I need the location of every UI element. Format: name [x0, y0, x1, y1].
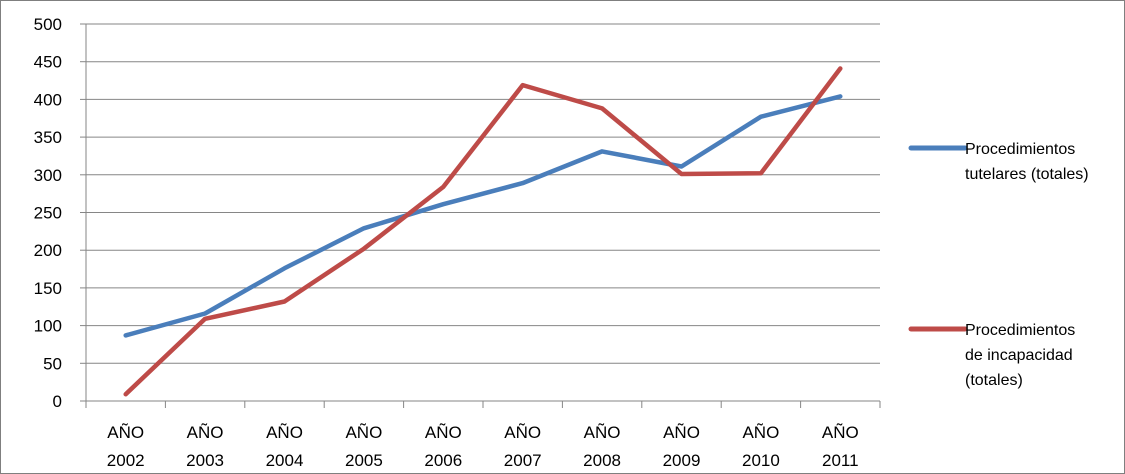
data-point: [600, 149, 604, 153]
data-point: [521, 181, 525, 185]
data-point: [362, 226, 366, 230]
x-tick-label: 2002: [107, 451, 145, 470]
data-point: [521, 83, 525, 87]
data-point: [679, 164, 683, 168]
x-tick-label: AÑO: [425, 423, 462, 442]
data-point: [203, 317, 207, 321]
series-line-1: [123, 94, 843, 338]
axes: [80, 23, 881, 408]
data-point: [441, 202, 445, 206]
data-point: [124, 392, 128, 396]
y-axis-tick-labels: 0 50 100 150 200 250 300 350 400 450 500: [34, 15, 62, 411]
x-axis-tick-labels: AÑO 2002 AÑO 2003 AÑO 2004 AÑO 2005 AÑO 2006 AÑO 20…: [107, 423, 859, 470]
y-tick-label: 0: [53, 392, 62, 411]
data-point: [600, 106, 604, 110]
data-point: [282, 266, 286, 270]
legend-label: tutelares (totales): [965, 166, 1089, 183]
x-tick-label: 2007: [504, 451, 542, 470]
data-point: [838, 94, 842, 98]
data-point: [679, 172, 683, 176]
data-point: [838, 66, 842, 70]
x-tick-label: 2009: [663, 451, 701, 470]
data-point: [441, 185, 445, 189]
y-tick-label: 200: [34, 241, 62, 260]
x-tick-label: 2005: [345, 451, 383, 470]
legend-label: de incapacidad: [965, 347, 1073, 364]
data-point: [124, 333, 128, 337]
y-tick-label: 350: [34, 128, 62, 147]
x-tick-label: 2011: [822, 451, 859, 470]
x-tick-label: 2010: [742, 451, 780, 470]
legend-label: Procedimientos: [965, 141, 1075, 158]
y-tick-label: 450: [34, 53, 62, 72]
data-point: [362, 246, 366, 250]
legend: Procedimientos tutelares (totales) Procedi…: [908, 141, 1089, 389]
y-tick-label: 300: [34, 166, 62, 185]
y-tick-label: 500: [34, 15, 62, 34]
x-tick-label: AÑO: [584, 423, 621, 442]
series-lines: [123, 66, 843, 397]
data-point: [282, 299, 286, 303]
data-point: [759, 115, 763, 119]
y-tick-label: 250: [34, 204, 62, 223]
x-tick-label: 2004: [266, 451, 304, 470]
x-tick-label: AÑO: [266, 423, 303, 442]
x-tick-label: 2003: [186, 451, 224, 470]
x-tick-label: AÑO: [345, 423, 382, 442]
y-tick-label: 100: [34, 317, 62, 336]
y-tick-label: 150: [34, 279, 62, 298]
y-tick-label: 400: [34, 90, 62, 109]
y-tick-label: 50: [43, 354, 62, 373]
x-tick-label: AÑO: [504, 423, 541, 442]
x-tick-label: AÑO: [822, 423, 859, 442]
data-point: [759, 171, 763, 175]
x-tick-label: AÑO: [663, 423, 700, 442]
legend-label: (totales): [965, 372, 1023, 389]
data-point: [203, 311, 207, 315]
x-tick-label: AÑO: [742, 423, 779, 442]
x-tick-label: AÑO: [107, 423, 144, 442]
series-line-2: [123, 66, 843, 397]
x-tick-label: AÑO: [187, 423, 224, 442]
x-tick-label: 2006: [424, 451, 462, 470]
x-tick-label: 2008: [583, 451, 621, 470]
legend-label: Procedimientos: [965, 322, 1075, 339]
